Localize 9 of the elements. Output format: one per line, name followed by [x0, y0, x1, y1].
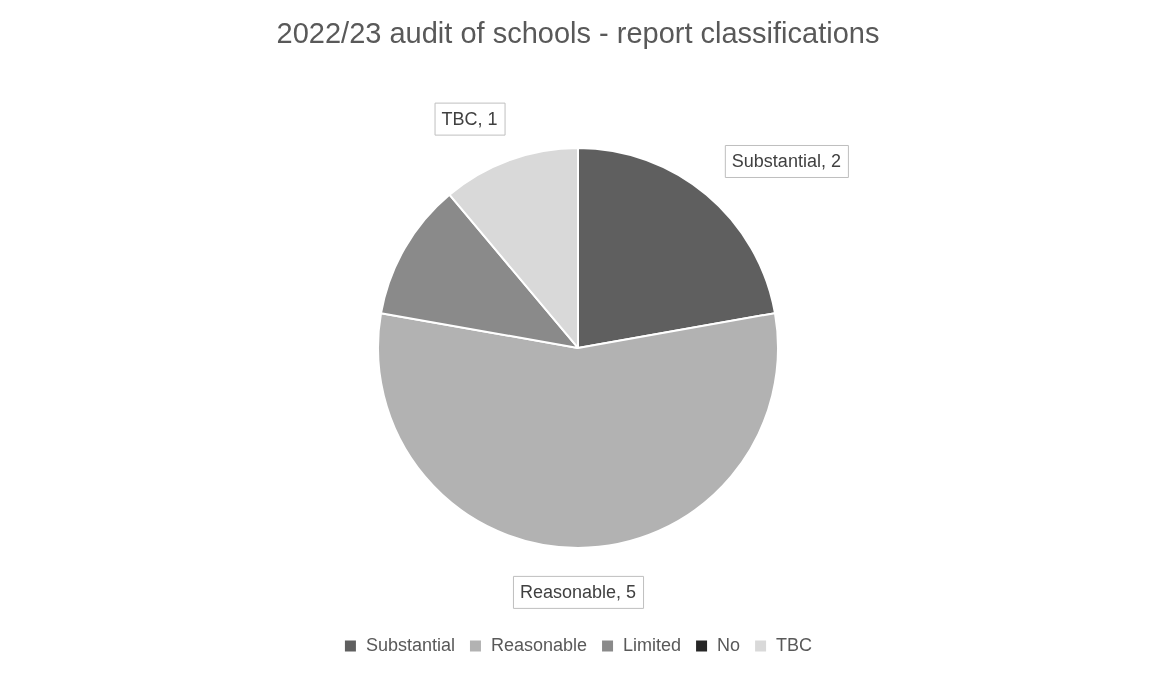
legend-label: Substantial	[365, 634, 455, 655]
legend-label: TBC	[776, 634, 813, 655]
legend-label: Limited	[623, 634, 682, 655]
data-label: Reasonable, 5	[519, 581, 637, 602]
legend-label: Reasonable	[490, 634, 588, 655]
data-label: Substantial, 2	[731, 150, 841, 171]
data-label: TBC, 1	[441, 108, 498, 129]
chart-title: 2022/23 audit of schools - report classifications	[276, 17, 880, 50]
legend-label: No	[717, 634, 741, 655]
